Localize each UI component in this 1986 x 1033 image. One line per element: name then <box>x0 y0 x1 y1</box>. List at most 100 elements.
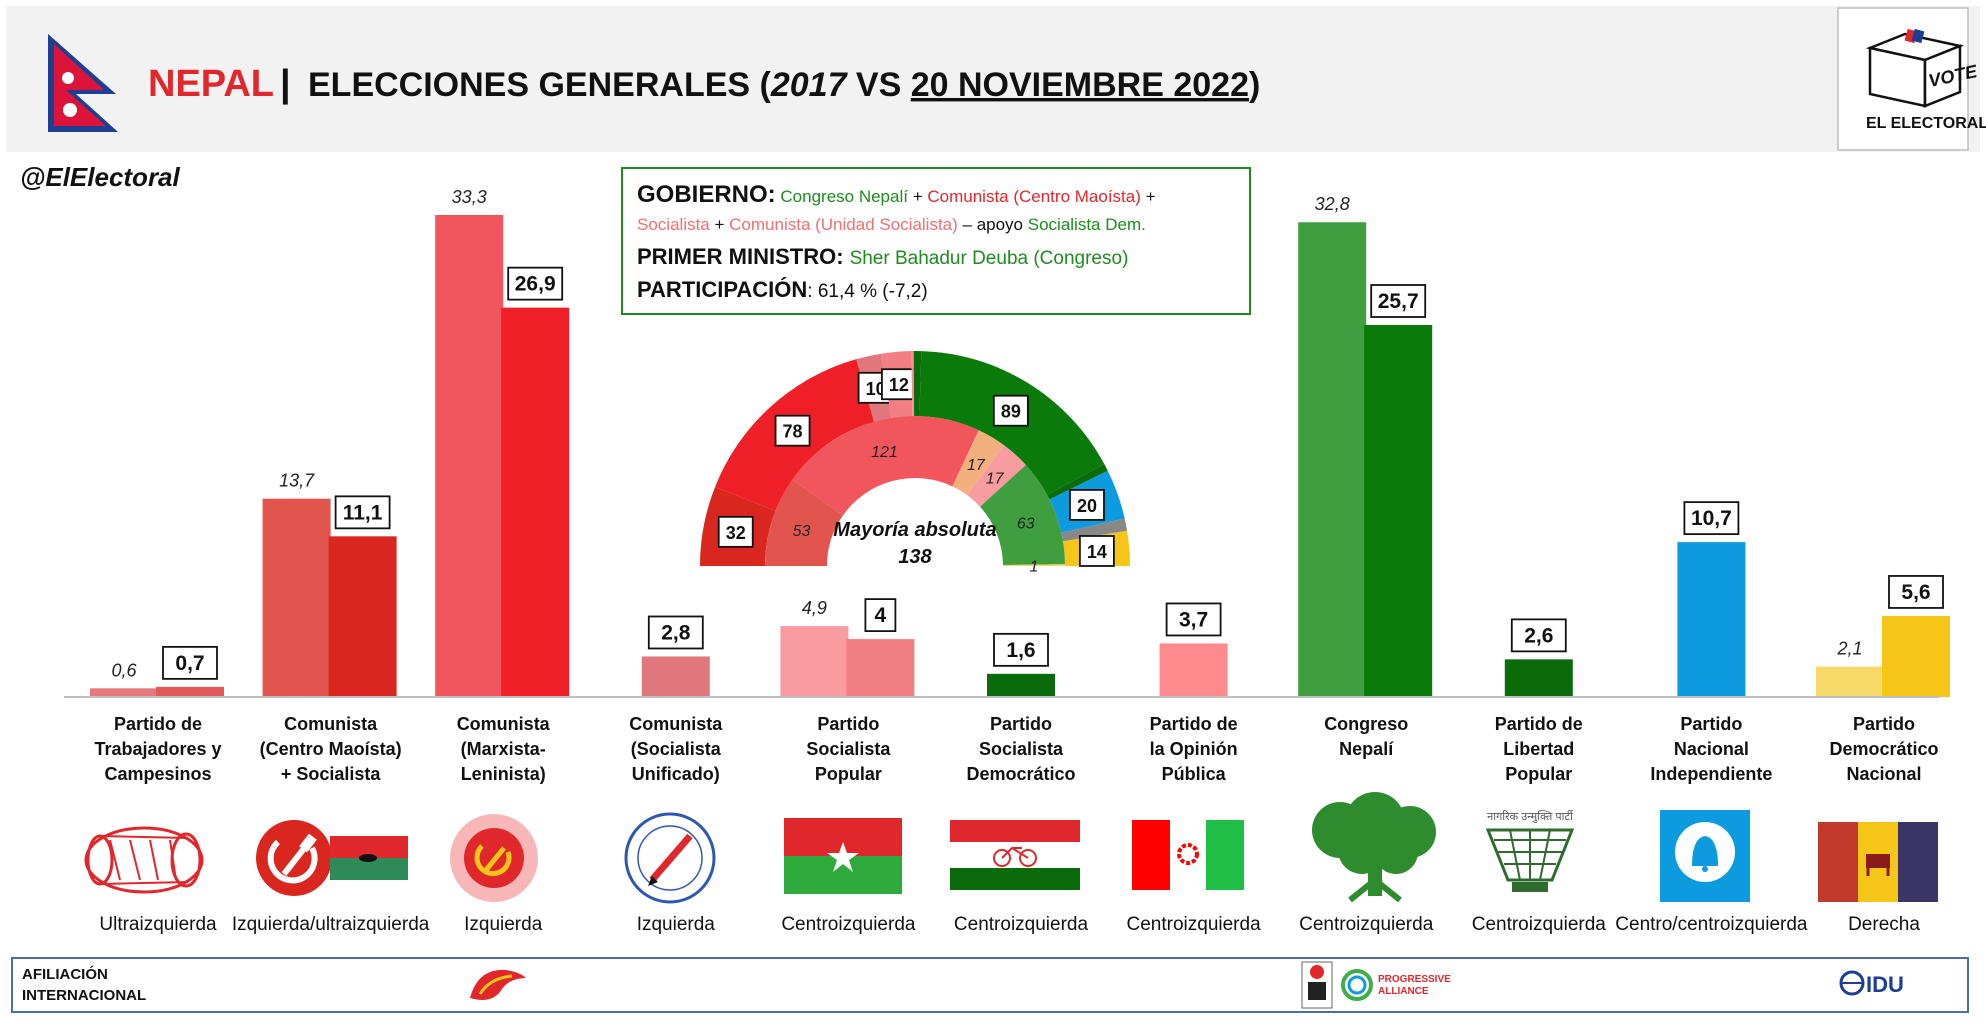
category-label-3-2: Unificado) <box>632 764 720 784</box>
value-box-2022-7 <box>1370 284 1427 318</box>
ideology-label-1: Izquierda/ultraizquierda <box>232 914 430 935</box>
seat-label-outer-0: 32 <box>726 523 746 543</box>
category-label-3-1: (Socialista <box>631 739 722 759</box>
bar-2022-8 <box>1504 659 1573 697</box>
value-box-2022-9 <box>1683 501 1740 536</box>
gov-party-2: Comunista (Centro Maoísta) <box>927 187 1141 206</box>
category-label-4-1: Socialista <box>806 739 891 759</box>
category-label-10-0: Partido <box>1853 714 1915 734</box>
bar-2017-2 <box>435 215 504 697</box>
ideology-label-0: Ultraizquierda <box>99 914 217 935</box>
seat-arc-inner-1 <box>792 416 979 516</box>
value-label-2022-4: 4 <box>875 604 887 627</box>
bar-2022-9 <box>1677 542 1746 697</box>
seat-arc-outer-5 <box>913 351 922 417</box>
category-label-9-2: Independiente <box>1650 764 1772 784</box>
gov-plus-1: + <box>908 187 927 206</box>
gov-support: – apoyo <box>958 215 1028 234</box>
category-label-0-2: Campesinos <box>104 764 211 784</box>
header-date-current: 20 NOVIEMBRE 2022 <box>911 66 1249 104</box>
bar-2022-0 <box>156 686 224 697</box>
gov-plus-3: + <box>710 215 729 234</box>
tree-icon <box>1312 792 1436 903</box>
value-box-2022-0 <box>162 645 218 680</box>
svg-text:नागरिक उन्मुक्ति पार्टी: नागरिक उन्मुक्ति पार्टी <box>1487 810 1574 823</box>
seat-label-inner-3: 17 <box>986 471 1005 488</box>
gov-party-1: Congreso Nepalí <box>776 187 909 206</box>
plough-flag-icon <box>1818 822 1938 902</box>
value-label-2022-6: 3,7 <box>1179 608 1208 631</box>
value-box-2022-4 <box>864 598 897 633</box>
turnout-value: : 61,4 % (-7,2) <box>807 281 927 302</box>
seat-box-10 <box>1078 535 1115 567</box>
category-label-6-1: la Opinión <box>1150 739 1238 759</box>
seat-label-inner-1: 121 <box>871 444 898 461</box>
seat-label-outer-10: 14 <box>1087 542 1107 562</box>
header-country: NEPAL <box>148 63 274 105</box>
value-label-2022-5: 1,6 <box>1006 639 1035 662</box>
seat-arc-outer-7 <box>1047 464 1108 500</box>
footer-label-1: AFILIACIÓN <box>22 965 108 983</box>
seat-label-inner-2: 17 <box>967 457 986 474</box>
bar-2022-7 <box>1364 325 1433 697</box>
bell-icon <box>1660 810 1750 902</box>
pm-value: Sher Bahadur Deuba (Congreso) <box>850 248 1129 269</box>
seat-label-outer-1: 78 <box>783 422 803 442</box>
turnout-line: PARTICIPACIÓN: 61,4 % (-7,2) <box>637 277 928 302</box>
pa-line-1: PROGRESSIVE <box>1378 974 1451 985</box>
category-label-8-1: Libertad <box>1503 739 1574 759</box>
header-bar <box>6 6 1980 152</box>
value-box-2022-3 <box>647 615 704 650</box>
value-box-2022-2 <box>507 266 564 301</box>
header-year-prev: 2017 <box>770 66 849 104</box>
pen-seal-icon <box>624 812 716 904</box>
value-box-2022-1 <box>334 495 391 530</box>
gov-party-4: Comunista (Unidad Socialista) <box>729 215 958 234</box>
bar-2017-0 <box>90 688 158 697</box>
bar-2022-5 <box>987 673 1055 697</box>
bar-2022-10 <box>1882 615 1950 697</box>
sun-hammer-sickle-icon <box>450 814 538 902</box>
ideology-label-5: Centroizquierda <box>954 914 1089 935</box>
seat-arc-inner-0 <box>765 479 843 566</box>
seat-arc-inner-3 <box>967 445 1026 507</box>
header-title-post: ) <box>1249 66 1260 104</box>
bicycle-flag-icon <box>950 820 1080 890</box>
value-label-2017-0: 0,6 <box>111 660 137 680</box>
ideology-label-7: Centroizquierda <box>1299 914 1434 935</box>
seat-label-outer-8: 20 <box>1077 496 1097 516</box>
bar-2022-2 <box>501 307 570 697</box>
bar-2022-1 <box>328 536 397 697</box>
header-title: ELECCIONES GENERALES (2017 VS 20 NOVIEMB… <box>308 66 1260 104</box>
value-label-2022-7: 25,7 <box>1378 290 1419 313</box>
socialist-international-icon <box>1301 961 1333 1009</box>
header-vs: VS <box>846 66 910 104</box>
idu-text: IDU <box>1866 972 1904 997</box>
category-label-6-2: Pública <box>1162 764 1227 784</box>
value-label-2017-10: 2,1 <box>1836 639 1862 659</box>
seat-label-inner-0: 53 <box>793 523 811 540</box>
hammer-sickle-icon <box>256 820 408 896</box>
seat-box-6 <box>992 394 1029 427</box>
value-box-2022-6 <box>1165 602 1222 637</box>
idu-logo: IDU <box>1839 970 1904 997</box>
turnout-label: PARTICIPACIÓN <box>637 277 807 302</box>
progressive-alliance-logo: PROGRESSIVE ALLIANCE <box>1341 969 1451 1001</box>
category-label-5-0: Partido <box>990 714 1052 734</box>
category-label-9-0: Partido <box>1680 714 1742 734</box>
ideology-label-10: Derecha <box>1848 914 1920 935</box>
category-label-8-0: Partido de <box>1495 714 1583 734</box>
nepal-flag-icon <box>48 34 118 132</box>
flame-logo-icon <box>470 969 526 1000</box>
category-label-7-1: Nepalí <box>1339 739 1394 759</box>
bar-2017-1 <box>262 498 331 697</box>
gear-flag-icon <box>1132 820 1244 890</box>
category-label-2-2: Leninista) <box>461 764 546 784</box>
category-label-7-0: Congreso <box>1324 714 1408 734</box>
ideology-label-3: Izquierda <box>637 914 716 935</box>
seat-arc-inner-5 <box>1002 564 1065 566</box>
seat-arc-outer-9 <box>1061 518 1128 542</box>
category-label-6-0: Partido de <box>1150 714 1238 734</box>
